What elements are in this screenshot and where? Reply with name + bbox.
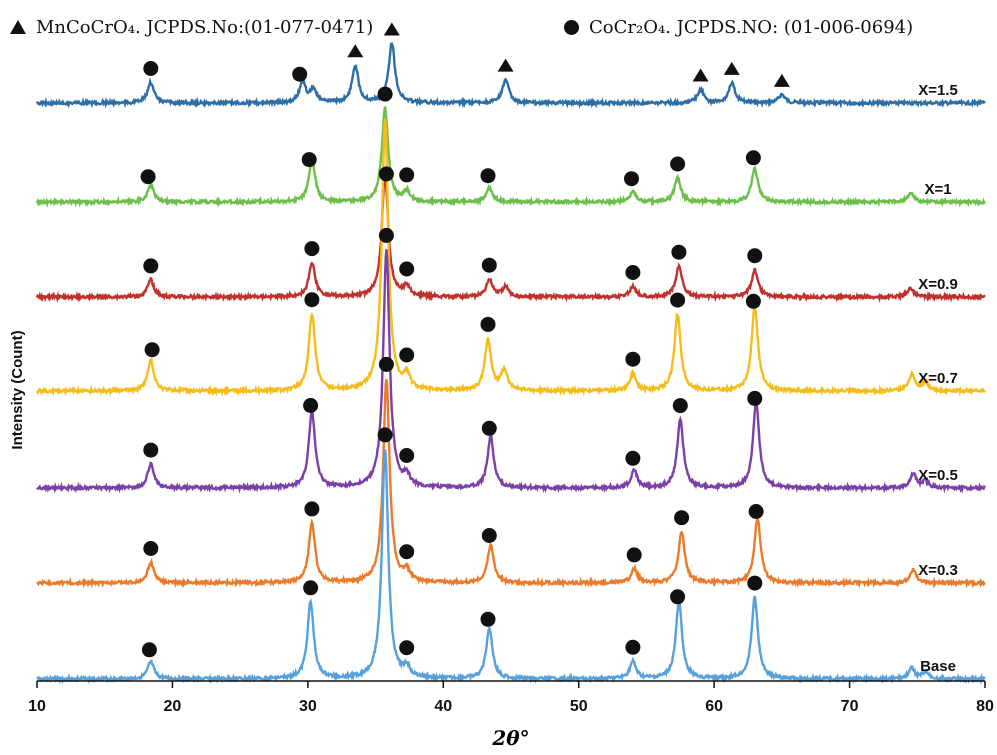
cocr2o4-peak-marker: [625, 351, 641, 367]
cocr2o4-peak-marker: [674, 510, 690, 526]
cocr2o4-peak-marker: [378, 166, 394, 182]
series-line-2: [35, 106, 986, 209]
series-label: X=0.7: [918, 370, 958, 387]
cocr2o4-peak-marker: [301, 152, 317, 168]
cocr2o4-peak-marker: [140, 169, 156, 185]
cocr2o4-peak-marker: [144, 342, 160, 358]
mncocro4-peak-marker: [773, 73, 790, 87]
cocr2o4-peak-marker: [625, 450, 641, 466]
cocr2o4-peak-marker: [303, 580, 319, 596]
marker-layer: [140, 22, 790, 658]
cocr2o4-peak-marker: [671, 244, 687, 260]
cocr2o4-peak-marker: [399, 167, 415, 183]
x-tick-label: 30: [299, 698, 317, 715]
cocr2o4-peak-marker: [292, 66, 308, 82]
x-tick-label: 60: [705, 698, 723, 715]
cocr2o4-peak-marker: [747, 390, 763, 406]
cocr2o4-peak-marker: [745, 150, 761, 166]
series-line-6: [36, 379, 986, 589]
cocr2o4-peak-marker: [143, 541, 159, 556]
cocr2o4-peak-marker: [399, 261, 415, 277]
cocr2o4-peak-marker: [377, 427, 393, 443]
cocr2o4-peak-marker: [143, 258, 159, 274]
cocr2o4-peak-marker: [377, 86, 393, 102]
x-tick-label: 20: [164, 698, 182, 715]
cocr2o4-peak-marker: [141, 642, 157, 658]
series-label: Base: [920, 658, 956, 675]
cocr2o4-peak-marker: [304, 292, 320, 308]
series-layer: [35, 42, 986, 686]
x-tick-label: 40: [434, 698, 452, 715]
x-tick-label: 80: [976, 698, 994, 715]
cocr2o4-peak-marker: [747, 575, 763, 591]
series-label: X=0.3: [918, 562, 958, 579]
legend-label-mncocro4: MnCoCrO₄. JCPDS.No:(01-077-0471): [36, 16, 374, 38]
cocr2o4-peak-marker: [481, 257, 497, 273]
cocr2o4-peak-marker: [399, 544, 415, 560]
mncocro4-peak-marker: [497, 58, 514, 72]
mncocro4-peak-marker: [347, 44, 364, 58]
cocr2o4-peak-marker: [304, 501, 320, 517]
x-tick-label: 10: [28, 698, 46, 715]
cocr2o4-peak-marker: [481, 420, 497, 436]
cocr2o4-peak-marker: [480, 168, 496, 184]
cocr2o4-peak-marker: [670, 589, 686, 605]
cocr2o4-peak-marker: [672, 398, 688, 414]
cocr2o4-peak-marker: [399, 347, 415, 363]
mncocro4-peak-marker: [692, 68, 709, 82]
cocr2o4-peak-marker: [143, 61, 159, 76]
x-tick-label: 70: [841, 698, 859, 715]
cocr2o4-peak-marker: [480, 611, 496, 627]
cocr2o4-peak-marker: [399, 640, 415, 656]
circle-marker-icon: [564, 19, 579, 35]
cocr2o4-peak-marker: [399, 448, 415, 463]
cocr2o4-peak-marker: [625, 265, 641, 280]
x-axis-ticks: 10 20 30 40 50 60 70 80: [28, 681, 994, 715]
series-label: X=1.5: [918, 82, 958, 99]
cocr2o4-peak-marker: [378, 227, 394, 243]
series-label-layer: X=1.5 X=1 X=0.9 X=0.7 X=0.5 X=0.3 Base: [918, 82, 958, 675]
cocr2o4-peak-marker: [624, 171, 639, 187]
mncocro4-peak-marker: [383, 22, 400, 36]
cocr2o4-peak-marker: [480, 316, 496, 332]
series-line-1: [35, 42, 986, 109]
cocr2o4-peak-marker: [670, 156, 686, 172]
cocr2o4-peak-marker: [745, 293, 761, 309]
cocr2o4-peak-marker: [626, 547, 642, 563]
legend-entry-mncocro4: MnCoCrO₄. JCPDS.No:(01-077-0471): [10, 10, 373, 44]
cocr2o4-peak-marker: [143, 442, 159, 458]
cocr2o4-peak-marker: [378, 356, 394, 372]
cocr2o4-peak-marker: [747, 248, 763, 264]
series-label: X=1: [924, 181, 951, 198]
cocr2o4-peak-marker: [481, 528, 497, 543]
y-axis-label: Intensity (Count): [9, 330, 26, 449]
triangle-marker-icon: [10, 20, 26, 34]
cocr2o4-peak-marker: [748, 504, 764, 519]
series-line-3: [35, 173, 986, 304]
series-line-5: [36, 249, 986, 494]
series-label: X=0.5: [918, 467, 958, 484]
cocr2o4-peak-marker: [625, 639, 641, 655]
x-axis-label: 2θ°: [491, 726, 529, 750]
cocr2o4-peak-marker: [303, 398, 319, 413]
x-tick-label: 50: [570, 698, 588, 715]
cocr2o4-peak-marker: [304, 241, 320, 257]
legend-entry-cocr2o4: CoCr₂O₄. JCPDS.NO: (01-006-0694): [564, 10, 913, 44]
mncocro4-peak-marker: [723, 61, 740, 75]
series-line-7: [36, 449, 986, 686]
series-line-4: [35, 118, 986, 397]
series-label: X=0.9: [918, 276, 958, 293]
legend-label-cocr2o4: CoCr₂O₄. JCPDS.NO: (01-006-0694): [589, 16, 914, 38]
cocr2o4-peak-marker: [670, 292, 686, 308]
